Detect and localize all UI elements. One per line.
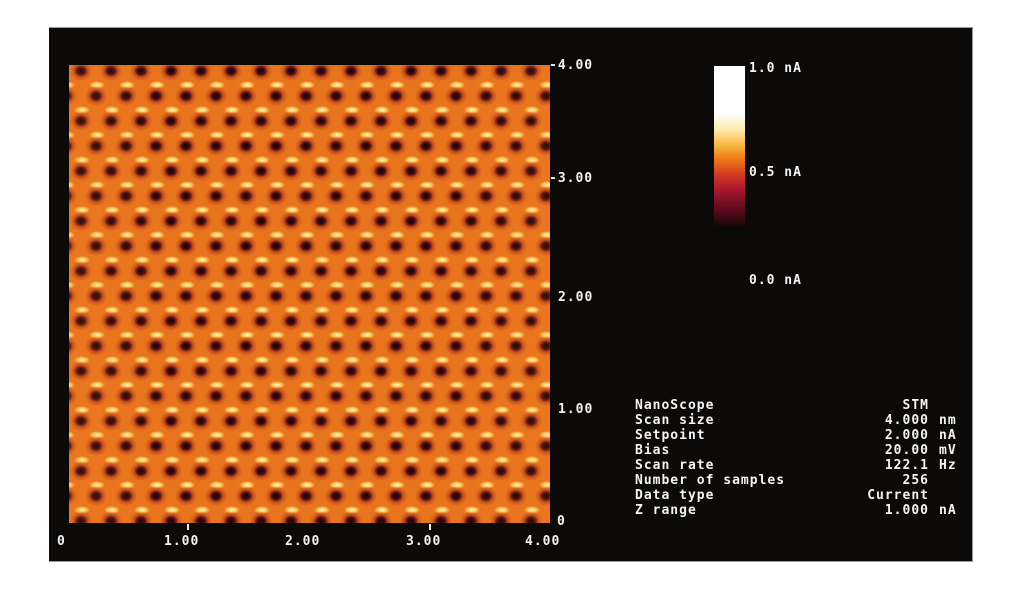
info-value: 122.1 bbox=[884, 458, 929, 473]
info-key: Number of samples bbox=[635, 473, 786, 488]
x-tick-label-0: 0 bbox=[57, 534, 66, 549]
x-tick-label-3: 3.00 bbox=[406, 534, 442, 549]
x-tick-label-4: 4.00 bbox=[525, 534, 561, 549]
info-value: 256 bbox=[902, 473, 929, 488]
stm-figure-panel: -4.00 -3.00 2.00 1.00 0 0 1.00 2.00 3.00… bbox=[49, 27, 973, 562]
info-value: 2.000 bbox=[884, 428, 929, 443]
info-unit: nm bbox=[939, 413, 957, 428]
colorbar-label-max: 1.0 nA bbox=[749, 61, 802, 76]
y-tick-label-1: 1.00 bbox=[558, 402, 594, 417]
colorbar-label-min: 0.0 nA bbox=[749, 273, 802, 288]
y-tick-label-2: 2.00 bbox=[558, 290, 594, 305]
info-row-data-type: Data type Current bbox=[635, 488, 975, 503]
stm-current-image bbox=[69, 65, 550, 523]
x-tick-label-2: 2.00 bbox=[285, 534, 321, 549]
info-key: Scan rate bbox=[635, 458, 715, 473]
info-value: 4.000 bbox=[884, 413, 929, 428]
info-row-z-range: Z range 1.000 nA bbox=[635, 503, 975, 518]
info-key: Setpoint bbox=[635, 428, 706, 443]
info-value: Current bbox=[867, 488, 929, 503]
colorbar-label-mid: 0.5 nA bbox=[749, 165, 802, 180]
info-value: STM bbox=[902, 398, 929, 413]
info-key: Data type bbox=[635, 488, 715, 503]
y-tick-label-0: 0 bbox=[557, 514, 566, 529]
info-unit: mV bbox=[939, 443, 957, 458]
info-row-scan-rate: Scan rate 122.1 Hz bbox=[635, 458, 975, 473]
info-key: NanoScope bbox=[635, 398, 715, 413]
info-unit: nA bbox=[939, 503, 957, 518]
info-row-nanoscope: NanoScope STM bbox=[635, 398, 975, 413]
info-row-number-of-samples: Number of samples 256 bbox=[635, 473, 975, 488]
info-row-scan-size: Scan size 4.000 nm bbox=[635, 413, 975, 428]
x-tick-mark-3 bbox=[429, 524, 431, 530]
info-unit: Hz bbox=[939, 458, 957, 473]
info-row-bias: Bias 20.00 mV bbox=[635, 443, 975, 458]
info-unit: nA bbox=[939, 428, 957, 443]
colorbar bbox=[714, 66, 745, 226]
info-key: Scan size bbox=[635, 413, 715, 428]
y-tick-label-top: -4.00 bbox=[549, 58, 594, 73]
info-value: 20.00 bbox=[884, 443, 929, 458]
info-key: Z range bbox=[635, 503, 697, 518]
y-tick-label-3: -3.00 bbox=[549, 171, 594, 186]
info-value: 1.000 bbox=[884, 503, 929, 518]
info-row-setpoint: Setpoint 2.000 nA bbox=[635, 428, 975, 443]
x-tick-label-1: 1.00 bbox=[164, 534, 200, 549]
info-key: Bias bbox=[635, 443, 671, 458]
x-tick-mark-1 bbox=[187, 524, 189, 530]
